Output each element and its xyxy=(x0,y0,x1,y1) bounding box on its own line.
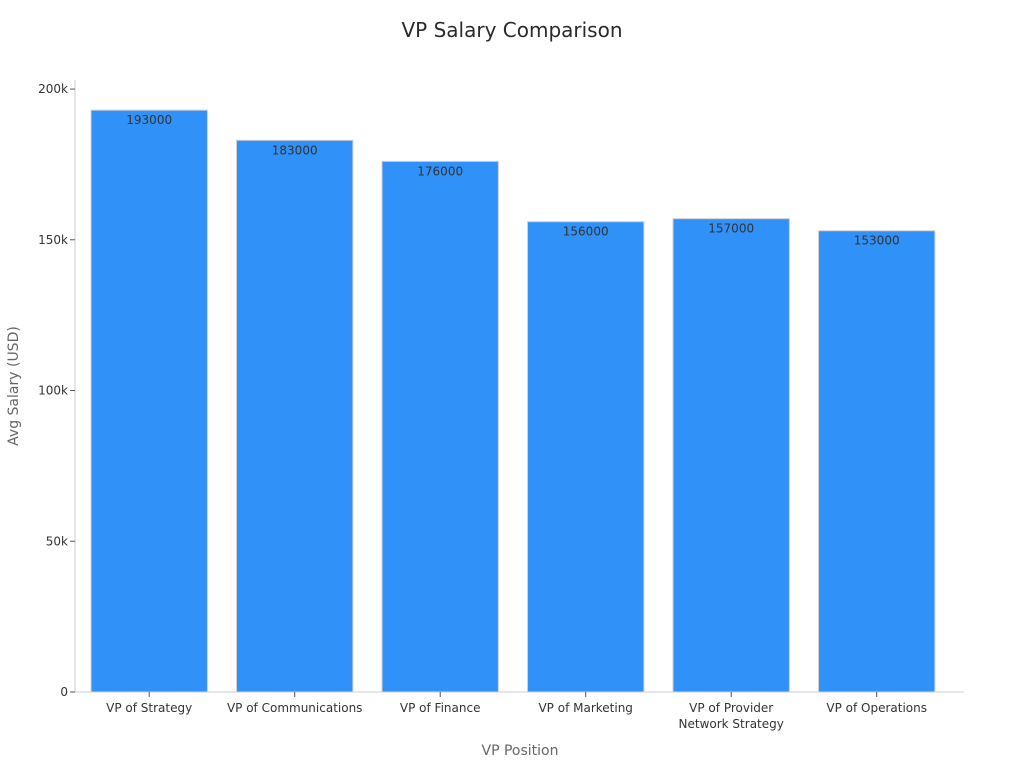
y-tick-label: 50k xyxy=(46,534,68,548)
bar xyxy=(236,139,354,693)
x-tick-label: VP of Operations xyxy=(826,701,927,715)
bar-value-label: 183000 xyxy=(272,143,318,157)
x-tick-label: VP of Provider Network Strategy xyxy=(679,701,784,731)
bar-value-label: 156000 xyxy=(563,225,609,239)
y-tick-label: 100k xyxy=(38,384,68,398)
bar-value-label: 157000 xyxy=(708,222,754,236)
bar xyxy=(672,218,790,693)
axes xyxy=(74,80,964,693)
bar xyxy=(818,230,936,693)
x-tick-label: VP of Communications xyxy=(227,701,362,715)
x-axis-title: VP Position xyxy=(482,743,559,759)
x-tick-label-line: VP of Provider xyxy=(689,701,773,715)
x-tick-label: VP of Finance xyxy=(400,701,481,715)
bar xyxy=(527,221,645,693)
x-tick-label-line: VP of Marketing xyxy=(538,701,632,715)
bar-value-label: 193000 xyxy=(126,113,172,127)
y-tick-label: 150k xyxy=(38,233,68,247)
y-ticks: 0 50k 100k 150k 200k xyxy=(38,82,75,699)
chart-title: VP Salary Comparison xyxy=(401,18,623,42)
x-tick-label-line: VP of Operations xyxy=(826,701,927,715)
x-tick-label-line: Network Strategy xyxy=(679,717,784,731)
x-tick-label-line: VP of Finance xyxy=(400,701,481,715)
y-tick-label: 0 xyxy=(60,685,68,699)
bar-value-label: 176000 xyxy=(417,164,463,178)
bar-value-label: 153000 xyxy=(854,234,900,248)
bar xyxy=(381,160,499,693)
x-tick-label-line: VP of Strategy xyxy=(106,701,192,715)
y-axis-title: Avg Salary (USD) xyxy=(6,326,22,446)
x-tick-label-line: VP of Communications xyxy=(227,701,362,715)
x-ticks: VP of Strategy VP of Communications VP of … xyxy=(106,692,927,731)
x-tick-label: VP of Strategy xyxy=(106,701,192,715)
data-labels: 193000 183000 176000 156000 157000 153000 xyxy=(126,113,899,248)
bar xyxy=(90,109,208,693)
y-tick-label: 200k xyxy=(38,82,68,96)
bars xyxy=(90,109,936,693)
x-tick-label: VP of Marketing xyxy=(538,701,632,715)
